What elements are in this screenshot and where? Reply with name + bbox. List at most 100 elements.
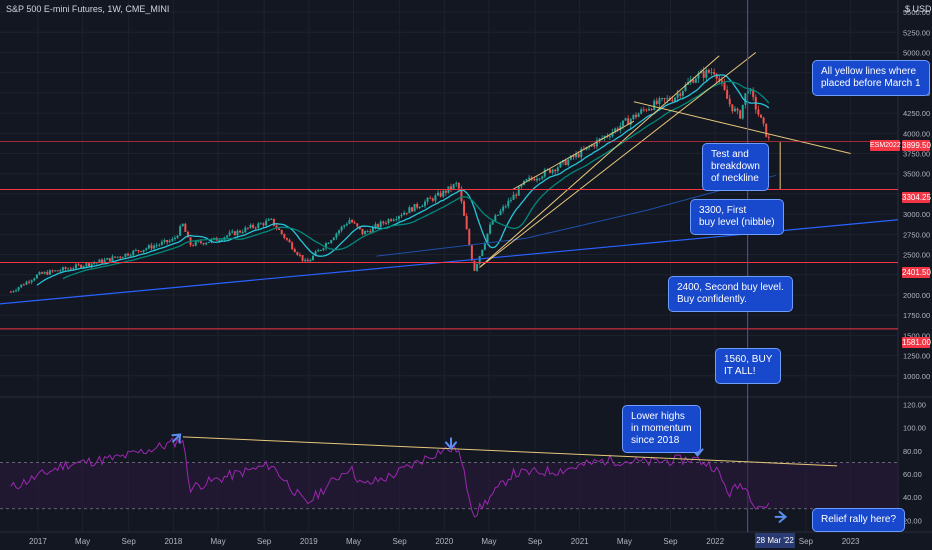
rsi-y-tick-label: 20.00 (903, 516, 922, 525)
candle-body (726, 89, 729, 99)
candle-body (351, 220, 354, 223)
candle-body (119, 256, 122, 258)
y-tick-label: 1500.00 (903, 331, 930, 340)
arrow-icon (171, 433, 182, 444)
candle-body (640, 109, 643, 114)
candle-body (481, 249, 484, 257)
candle-body (265, 220, 268, 226)
candle-body (499, 210, 502, 215)
candle-body (509, 199, 512, 201)
candle-body (275, 225, 278, 229)
candle-body (226, 235, 229, 238)
yellow-lines-note-text: All yellow lines where placed before Mar… (821, 66, 921, 89)
candle-body (158, 244, 161, 246)
candle-body (311, 255, 314, 261)
candle-body (369, 231, 372, 233)
candle-body (608, 136, 611, 138)
candle-body (12, 291, 15, 293)
candle-body (15, 290, 18, 292)
candle-body (452, 184, 455, 190)
candle-body (655, 100, 658, 105)
candle-body (715, 74, 718, 79)
candle-body (525, 179, 528, 181)
candle-body (134, 250, 137, 252)
candle-body (90, 263, 93, 267)
candle-body (150, 245, 153, 249)
last-price-tag: 3899.50 (902, 140, 931, 151)
candle-body (137, 250, 140, 252)
candle-body (231, 231, 234, 233)
candle-body (468, 229, 471, 246)
candle-body (705, 69, 708, 78)
candle-body (554, 169, 557, 172)
candle-body (674, 97, 677, 102)
candle-body (17, 287, 20, 291)
candle-body (502, 206, 505, 211)
candle-body (731, 104, 734, 112)
candle-body (666, 98, 669, 100)
x-tick-label: 2018 (164, 537, 182, 546)
candle-body (246, 227, 249, 229)
candle-body (637, 113, 640, 118)
candle-body (580, 149, 583, 158)
candle-body (634, 114, 637, 118)
candle-body (140, 251, 143, 253)
candle-body (619, 126, 622, 131)
candle-body (298, 254, 301, 256)
candle-body (491, 220, 494, 225)
candle-body (259, 223, 262, 225)
candle-body (426, 197, 429, 202)
candle-body (418, 207, 421, 209)
candle-body (405, 212, 408, 214)
candle-body (431, 198, 434, 201)
candle-body (306, 259, 309, 262)
ma-200-line (376, 174, 777, 257)
y-tick-label: 2000.00 (903, 291, 930, 300)
candle-body (194, 241, 197, 246)
rsi-y-tick-label: 100.00 (903, 424, 926, 433)
y-tick-label: 1750.00 (903, 311, 930, 320)
x-tick-label: Sep (528, 537, 543, 546)
candle-body (179, 226, 182, 236)
candle-body (697, 73, 700, 79)
candle-body (160, 241, 163, 245)
wedge-lower-line (511, 120, 635, 191)
candle-body (595, 140, 598, 147)
candle-body (512, 194, 515, 200)
candle-body (41, 272, 44, 274)
candle-body (82, 266, 85, 268)
candle-body (567, 159, 570, 166)
candle-body (249, 224, 252, 228)
candle-body (535, 178, 538, 181)
candle-body (382, 221, 385, 224)
candle-body (549, 169, 552, 173)
candle-body (541, 176, 544, 179)
candle-body (121, 256, 124, 258)
candle-body (413, 204, 416, 212)
candle-body (317, 250, 320, 252)
candle-body (197, 241, 200, 243)
y-tick-label: 2500.00 (903, 251, 930, 260)
x-tick-label: 2023 (842, 537, 860, 546)
first-buy-note: 3300, First buy level (nibble) (690, 199, 784, 235)
candle-body (593, 144, 596, 147)
candle-body (384, 223, 387, 225)
level3-price-tag: 1581.00 (902, 337, 931, 348)
candle-body (556, 167, 559, 172)
candle-body (239, 230, 242, 233)
candle-body (228, 232, 231, 236)
symbol-title: S&P 500 E-mini Futures, 1W, CME_MINI (6, 4, 170, 14)
first-buy-note-text: 3300, First buy level (nibble) (699, 205, 775, 228)
candle-body (572, 155, 575, 158)
candle-body (30, 280, 33, 283)
candle-body (327, 242, 330, 244)
x-tick-label: Sep (663, 537, 678, 546)
x-tick-label: 2017 (29, 537, 47, 546)
candle-body (590, 144, 593, 147)
candle-body (343, 225, 346, 227)
candle-body (163, 240, 166, 242)
candle-body (408, 207, 411, 214)
candle-body (106, 258, 109, 260)
candle-body (377, 224, 380, 227)
candle-body (38, 272, 41, 275)
